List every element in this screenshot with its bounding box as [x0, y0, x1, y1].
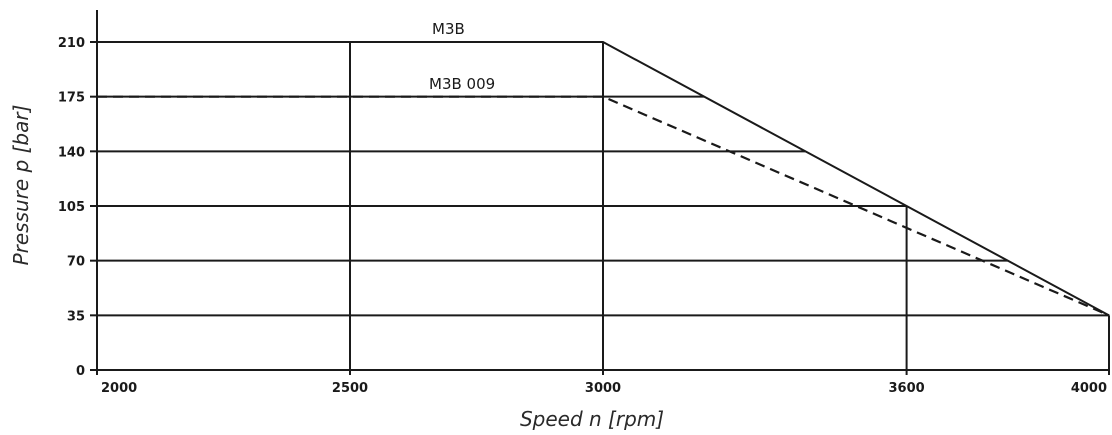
series-lines [97, 41, 1110, 317]
x-axis-title: Speed n [rpm] [520, 407, 664, 431]
x-tick-label-3000: 3000 [585, 381, 621, 396]
y-tick-label-140: 140 [58, 145, 85, 160]
y-tick-label-35: 35 [67, 309, 85, 324]
y-axis-title: Pressure p [bar] [9, 105, 33, 266]
series-line-0 [97, 41, 1110, 317]
grid-lines [97, 41, 1110, 370]
x-tick-label-4000: 4000 [1071, 381, 1107, 396]
x-tick-label-2500: 2500 [332, 381, 368, 396]
series-label-m3b: M3B [432, 20, 465, 38]
x-tick-label-3600: 3600 [889, 381, 925, 396]
y-tick-label-175: 175 [58, 91, 85, 106]
axes [90, 10, 1110, 375]
y-tick-label-70: 70 [67, 255, 85, 270]
y-tick-label-105: 105 [58, 200, 85, 215]
y-tick-label-210: 210 [58, 36, 85, 51]
series-label-m3b-009: M3B 009 [429, 75, 495, 93]
y-tick-label-0: 0 [76, 364, 85, 379]
series-line-1 [97, 95, 1110, 317]
tick-labels: 0 35 70 105 140 175 210 2000 2500 3000 3600 4000 [58, 36, 1107, 396]
x-tick-label-2000: 2000 [101, 381, 137, 396]
